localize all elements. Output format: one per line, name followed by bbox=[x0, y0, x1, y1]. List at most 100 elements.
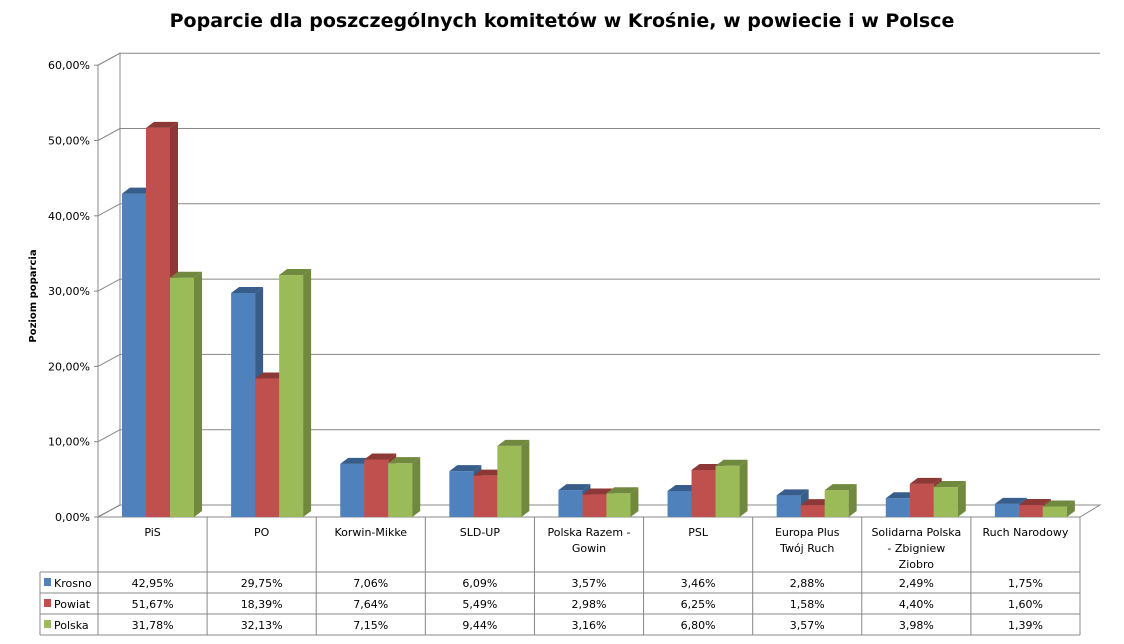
table-value: 4,40% bbox=[899, 598, 934, 611]
gridline-side bbox=[97, 353, 121, 367]
table-value: 7,64% bbox=[353, 598, 388, 611]
y-tick-label: 50,00% bbox=[48, 135, 90, 148]
bar-front bbox=[800, 505, 825, 517]
table-value: 3,57% bbox=[790, 619, 825, 632]
category-label: PiS bbox=[144, 526, 160, 539]
legend-label: Polska bbox=[54, 619, 89, 632]
bar-front bbox=[340, 463, 365, 517]
bar-top bbox=[933, 481, 966, 488]
bar-polska bbox=[497, 439, 530, 517]
bar-top bbox=[558, 484, 591, 491]
category-label: SLD-UP bbox=[460, 526, 501, 539]
bar-front bbox=[170, 277, 194, 517]
bar-front bbox=[146, 127, 170, 517]
table-value: 51,67% bbox=[132, 598, 174, 611]
bar-polska bbox=[170, 271, 202, 517]
bar-front bbox=[715, 465, 740, 517]
category-label: Twój Ruch bbox=[779, 542, 834, 555]
table-value: 3,46% bbox=[681, 577, 716, 590]
category-label: Ruch Narodowy bbox=[983, 526, 1069, 539]
bar-front bbox=[776, 495, 801, 517]
bar-top bbox=[1042, 500, 1075, 507]
gridline-side bbox=[97, 278, 121, 292]
bar-front bbox=[933, 487, 958, 517]
table-value: 2,88% bbox=[790, 577, 825, 590]
bar-side bbox=[848, 484, 857, 517]
category-label: Ziobro bbox=[899, 558, 935, 571]
legend-key-polska bbox=[44, 620, 51, 628]
category-label: PO bbox=[254, 526, 270, 539]
table-value: 9,44% bbox=[462, 619, 497, 632]
table-value: 2,49% bbox=[899, 577, 934, 590]
bar-top bbox=[279, 269, 312, 276]
bar-front bbox=[667, 490, 692, 517]
table-value: 6,25% bbox=[681, 598, 716, 611]
bar-side bbox=[521, 439, 530, 517]
gridline-side bbox=[97, 128, 121, 141]
bar-polska bbox=[933, 481, 966, 517]
bar-side bbox=[412, 457, 421, 517]
bar-front bbox=[824, 490, 849, 517]
legend-label: Krosno bbox=[54, 577, 92, 590]
bar-front bbox=[994, 503, 1019, 517]
bar-polska bbox=[715, 459, 748, 517]
bar-top bbox=[1018, 498, 1051, 505]
table-value: 1,75% bbox=[1008, 577, 1043, 590]
bar-front bbox=[497, 445, 522, 517]
y-tick-label: 30,00% bbox=[48, 285, 90, 298]
bar-side bbox=[303, 269, 312, 517]
category-label: Solidarna Polska bbox=[871, 526, 961, 539]
bar-top bbox=[449, 465, 482, 472]
category-label: Polska Razem - bbox=[547, 526, 630, 539]
bar-top bbox=[824, 484, 857, 491]
gridline-side bbox=[97, 52, 121, 66]
bar-polska bbox=[279, 269, 312, 517]
category-label: Gowin bbox=[572, 542, 606, 555]
bar-polska bbox=[606, 487, 639, 517]
bar-top bbox=[776, 489, 809, 496]
table-value: 42,95% bbox=[132, 577, 174, 590]
bar-front bbox=[691, 469, 716, 517]
table-value: 5,49% bbox=[462, 598, 497, 611]
bar-top bbox=[231, 286, 264, 293]
table-value: 31,78% bbox=[132, 619, 174, 632]
table-value: 2,98% bbox=[572, 598, 607, 611]
bar-front bbox=[1018, 504, 1043, 517]
bar-front bbox=[279, 275, 304, 517]
bar-side bbox=[739, 459, 748, 517]
y-tick-label: 40,00% bbox=[48, 210, 90, 223]
bar-top bbox=[146, 121, 178, 128]
table-value: 3,98% bbox=[899, 619, 934, 632]
bar-side bbox=[630, 487, 639, 517]
table-value: 1,60% bbox=[1008, 598, 1043, 611]
bar-top bbox=[497, 439, 530, 446]
bar-krosno bbox=[776, 489, 809, 517]
bar-front bbox=[122, 193, 146, 518]
bar-front bbox=[885, 498, 910, 517]
bar-front bbox=[909, 483, 934, 517]
table-value: 3,57% bbox=[572, 577, 607, 590]
y-tick-label: 60,00% bbox=[48, 59, 90, 72]
bar-front bbox=[558, 490, 583, 517]
gridline-side bbox=[97, 429, 121, 443]
y-tick-label: 0,00% bbox=[55, 511, 90, 524]
category-label: Korwin-Mikke bbox=[334, 526, 407, 539]
bar-top bbox=[388, 457, 421, 464]
category-label: - Zbigniew bbox=[887, 542, 945, 555]
bar-front bbox=[582, 494, 607, 517]
y-tick-label: 10,00% bbox=[48, 436, 90, 449]
bar-top bbox=[994, 497, 1027, 504]
bar-polska bbox=[1042, 500, 1075, 517]
bar-side bbox=[957, 481, 966, 517]
category-label: PSL bbox=[688, 526, 709, 539]
bar-top bbox=[170, 271, 202, 278]
bar-front bbox=[1042, 506, 1067, 517]
y-axis-label: Poziom poparcia bbox=[28, 249, 39, 342]
bar-front bbox=[473, 475, 498, 517]
bar-polska bbox=[824, 484, 857, 517]
bar-top bbox=[909, 477, 942, 484]
bar-side bbox=[194, 271, 202, 517]
table-value: 6,80% bbox=[681, 619, 716, 632]
